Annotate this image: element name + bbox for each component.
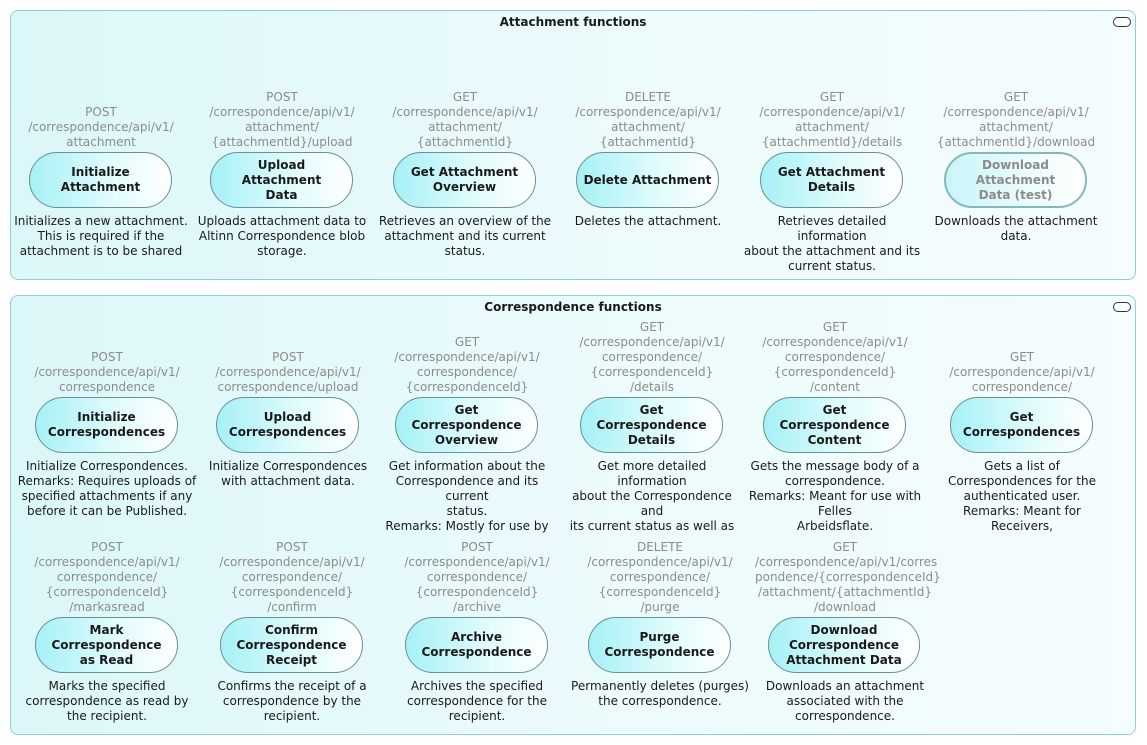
endpoint-path: GET /correspondence/api/v1/ corresponden…	[394, 335, 540, 394]
upload-attachment-data-button[interactable]: Upload Attachment Data	[210, 152, 353, 208]
function-get-attachment-details: GET /correspondence/api/v1/ attachment/ …	[742, 75, 922, 290]
group-title: Attachment functions	[499, 15, 647, 29]
endpoint-path: POST /correspondence/api/v1/ attachment/…	[209, 90, 355, 149]
function-get-attachment-overview: GET /correspondence/api/v1/ attachment/ …	[375, 75, 555, 290]
function-get-correspondence-overview: GET /correspondence/api/v1/ corresponden…	[377, 320, 557, 535]
endpoint-path: DELETE /correspondence/api/v1/ attachmen…	[575, 90, 721, 149]
function-description: Deletes the attachment.	[574, 214, 722, 228]
function-description: Marks the specified correspondence as re…	[25, 679, 189, 723]
download-correspondence-attachment-data-button[interactable]: Download Correspondence Attachment Data	[768, 617, 920, 673]
get-correspondences-button[interactable]: Get Correspondences	[950, 397, 1093, 453]
function-description: Retrieves an overview of the attachment …	[378, 214, 552, 258]
function-download-correspondence-attachment-data: GET /correspondence/api/v1/corres ponden…	[755, 540, 941, 745]
function-description: Retrieves detailed information about the…	[743, 214, 921, 273]
function-description: Initialize Correspondences with attachme…	[208, 459, 368, 488]
group-title: Correspondence functions	[484, 300, 662, 314]
function-upload-correspondences: POST /correspondence/api/v1/ corresponde…	[198, 320, 378, 535]
function-get-correspondence-details: GET /correspondence/api/v1/ corresponden…	[562, 320, 742, 535]
function-description: Downloads the attachment data.	[934, 214, 1098, 243]
get-correspondence-overview-button[interactable]: Get Correspondence Overview	[395, 397, 538, 453]
function-description: Confirms the receipt of a correspondence…	[217, 679, 367, 723]
function-description: Initialize Correspondences. Remarks: Req…	[17, 459, 197, 518]
endpoint-path: POST /correspondence/api/v1/ corresponde…	[34, 350, 180, 394]
function-description: Get more detailed information about the …	[569, 459, 735, 533]
function-initialize-correspondences: POST /correspondence/api/v1/ corresponde…	[17, 320, 197, 535]
endpoint-path: GET /correspondence/api/v1/ corresponden…	[762, 320, 908, 394]
get-correspondence-content-button[interactable]: Get Correspondence Content	[763, 397, 906, 453]
endpoint-path: GET /correspondence/api/v1/ corresponden…	[949, 350, 1095, 394]
function-mark-correspondence-as-read: POST /correspondence/api/v1/ corresponde…	[17, 540, 197, 745]
function-purge-correspondence: DELETE /correspondence/api/v1/ correspon…	[570, 540, 750, 745]
function-initialize-attachment: POST /correspondence/api/v1/ attachment …	[11, 75, 191, 290]
mark-correspondence-as-read-button[interactable]: Mark Correspondence as Read	[35, 617, 178, 673]
collapse-icon[interactable]	[1113, 302, 1131, 312]
endpoint-path: DELETE /correspondence/api/v1/ correspon…	[587, 540, 733, 614]
function-description: Uploads attachment data to Altinn Corres…	[197, 214, 367, 258]
endpoint-path: POST /correspondence/api/v1/ corresponde…	[219, 540, 365, 614]
get-attachment-details-button[interactable]: Get Attachment Details	[760, 152, 903, 208]
function-description: Gets a list of Correspondences for the a…	[948, 459, 1096, 533]
endpoint-path: POST /correspondence/api/v1/ corresponde…	[404, 540, 550, 614]
download-attachment-data-test-button[interactable]: Download Attachment Data (test)	[944, 152, 1087, 208]
function-get-correspondences: GET /correspondence/api/v1/ corresponden…	[932, 320, 1112, 535]
get-attachment-overview-button[interactable]: Get Attachment Overview	[393, 152, 536, 208]
endpoint-path: POST /correspondence/api/v1/ attachment	[28, 105, 174, 149]
delete-attachment-button[interactable]: Delete Attachment	[576, 152, 719, 208]
endpoint-path: GET /correspondence/api/v1/corres ponden…	[755, 540, 941, 614]
initialize-attachment-button[interactable]: Initialize Attachment	[29, 152, 172, 208]
endpoint-path: GET /correspondence/api/v1/ corresponden…	[579, 320, 725, 394]
endpoint-path: GET /correspondence/api/v1/ attachment/ …	[936, 90, 1096, 149]
function-get-correspondence-content: GET /correspondence/api/v1/ corresponden…	[745, 320, 925, 535]
function-confirm-correspondence-receipt: POST /correspondence/api/v1/ corresponde…	[202, 540, 382, 745]
endpoint-path: POST /correspondence/api/v1/ corresponde…	[215, 350, 361, 394]
collapse-icon[interactable]	[1113, 17, 1131, 27]
function-description: Permanently deletes (purges) the corresp…	[571, 679, 749, 708]
confirm-correspondence-receipt-button[interactable]: Confirm Correspondence Receipt	[220, 617, 363, 673]
function-description: Archives the specified correspondence fo…	[407, 679, 547, 723]
correspondence-functions-group: Correspondence functions POST /correspon…	[10, 295, 1136, 735]
function-delete-attachment: DELETE /correspondence/api/v1/ attachmen…	[558, 75, 738, 290]
function-description: Get information about the Correspondence…	[385, 459, 549, 533]
get-correspondence-details-button[interactable]: Get Correspondence Details	[580, 397, 723, 453]
attachment-functions-group: Attachment functions POST /correspondenc…	[10, 10, 1136, 280]
initialize-correspondences-button[interactable]: Initialize Correspondences	[35, 397, 178, 453]
function-archive-correspondence: POST /correspondence/api/v1/ corresponde…	[387, 540, 567, 745]
endpoint-path: GET /correspondence/api/v1/ attachment/ …	[759, 90, 905, 149]
function-description: Downloads an attachment associated with …	[765, 679, 925, 723]
function-description: Initializes a new attachment. This is re…	[14, 214, 188, 258]
upload-correspondences-button[interactable]: Upload Correspondences	[216, 397, 359, 453]
endpoint-path: POST /correspondence/api/v1/ corresponde…	[34, 540, 180, 614]
endpoint-path: GET /correspondence/api/v1/ attachment/ …	[392, 90, 538, 149]
function-description: Gets the message body of a correspondenc…	[748, 459, 922, 533]
function-upload-attachment-data: POST /correspondence/api/v1/ attachment/…	[192, 75, 372, 290]
archive-correspondence-button[interactable]: Archive Correspondence	[405, 617, 548, 673]
function-download-attachment-data-test: GET /correspondence/api/v1/ attachment/ …	[926, 75, 1106, 290]
purge-correspondence-button[interactable]: Purge Correspondence	[588, 617, 731, 673]
